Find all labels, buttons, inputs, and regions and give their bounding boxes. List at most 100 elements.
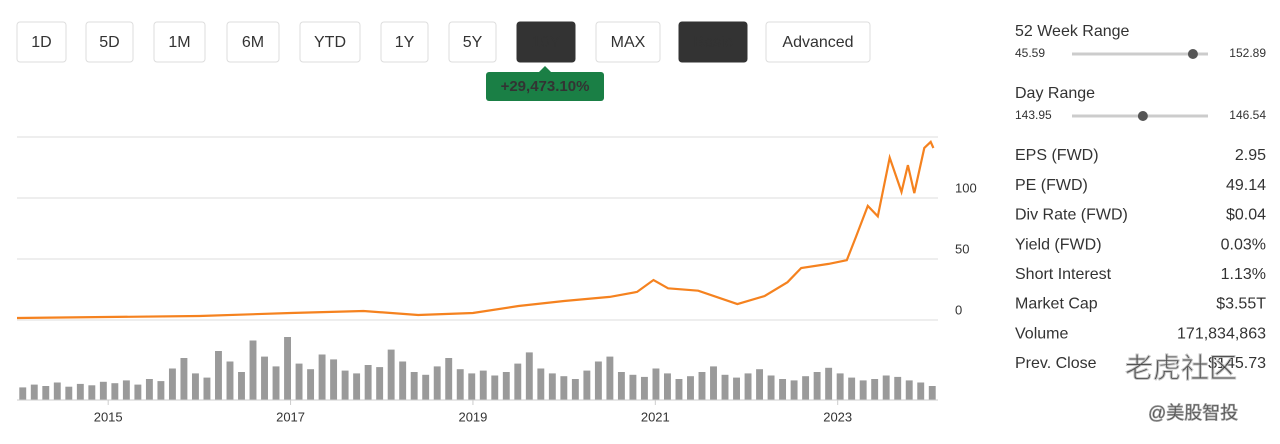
- volume-bar: [433, 366, 441, 400]
- volume-bar: [917, 382, 925, 400]
- y-tick-label: 50: [955, 241, 969, 256]
- volume-bar: [30, 384, 38, 400]
- volume-bar: [191, 373, 199, 400]
- volume-bar: [802, 376, 810, 400]
- range-button[interactable]: [153, 21, 206, 63]
- volume-bar: [272, 366, 280, 400]
- range-button-label[interactable]: 6M: [242, 34, 264, 51]
- volume-bar: [721, 374, 729, 400]
- volume-bar: [675, 379, 683, 400]
- change-badge-pointer: [539, 66, 551, 72]
- volume-bar: [341, 370, 349, 400]
- range-button[interactable]: [16, 21, 67, 63]
- volume-bar: [710, 366, 717, 400]
- volume-bar: [744, 373, 752, 400]
- watermark: 老虎社区: [1125, 352, 1237, 383]
- volume-bar: [168, 368, 176, 400]
- range-button[interactable]: [595, 21, 661, 63]
- range-button-label[interactable]: 10Y: [532, 34, 561, 51]
- volume-bar: [445, 358, 453, 400]
- view-button[interactable]: [678, 21, 748, 63]
- stat-value: $3.55T: [1216, 296, 1266, 313]
- volume-bar: [318, 354, 326, 400]
- volume-bar: [606, 356, 614, 400]
- stat-label: Yield (FWD): [1015, 236, 1102, 253]
- volume-bar: [928, 386, 936, 400]
- volume-bar: [353, 373, 361, 400]
- change-badge: +29,473.10%: [501, 78, 590, 95]
- volume-bar: [813, 372, 821, 400]
- volume-bar: [203, 377, 211, 400]
- range-button[interactable]: [516, 21, 576, 63]
- stat-value: $0.04: [1226, 207, 1266, 224]
- range-button[interactable]: [299, 21, 361, 63]
- volume-bar: [468, 373, 476, 400]
- volume-bar: [502, 372, 510, 400]
- stat-label: Prev. Close: [1015, 355, 1097, 372]
- volume-bar: [617, 372, 625, 400]
- volume-bar: [111, 383, 119, 400]
- range-button-label[interactable]: YTD: [314, 34, 346, 51]
- range-button-label[interactable]: 1D: [31, 34, 51, 51]
- view-button-label[interactable]: Basic: [693, 34, 732, 51]
- volume-bar: [652, 368, 660, 400]
- x-tick-label: 2019: [458, 409, 487, 424]
- range-low: 143.95: [1015, 108, 1052, 122]
- range-marker: [1187, 49, 1198, 59]
- volume-bar: [882, 375, 890, 400]
- range-button-label[interactable]: 5D: [99, 34, 119, 51]
- view-button-label[interactable]: Advanced: [782, 34, 853, 51]
- volume-bar: [42, 386, 50, 400]
- stat-value: 0.03%: [1221, 236, 1266, 253]
- stat-value: $145.73: [1208, 355, 1266, 372]
- volume-bar: [295, 363, 303, 400]
- x-tick-label: 2023: [823, 409, 852, 424]
- volume-bar: [894, 376, 902, 400]
- range-title: 52 Week Range: [1015, 23, 1130, 40]
- volume-bar: [629, 374, 637, 400]
- volume-bar: [825, 367, 833, 400]
- volume-bar: [583, 370, 591, 400]
- volume-bar: [19, 387, 27, 400]
- range-button-label[interactable]: 5Y: [463, 34, 483, 51]
- range-button-label[interactable]: 1M: [168, 34, 190, 51]
- watermark: @美股智投: [1148, 403, 1238, 423]
- volume-bar: [537, 368, 545, 400]
- volume-bar: [422, 374, 430, 400]
- volume-bar: [514, 363, 522, 400]
- range-marker: [1137, 111, 1148, 121]
- view-button[interactable]: [765, 21, 871, 63]
- volume-bar: [836, 373, 844, 400]
- volume-bar: [330, 359, 338, 400]
- volume-bar: [399, 361, 407, 400]
- volume-bar: [859, 380, 867, 400]
- price-line: [16, 140, 935, 320]
- volume-bar: [871, 379, 879, 400]
- volume-bar: [698, 372, 706, 400]
- volume-bar: [479, 370, 487, 400]
- stat-label: Volume: [1015, 325, 1068, 342]
- volume-bar: [790, 380, 798, 400]
- volume-bar: [76, 383, 84, 400]
- volume-bar: [594, 361, 602, 400]
- stat-label: Div Rate (FWD): [1015, 207, 1128, 224]
- volume-bar: [410, 372, 418, 400]
- volume-bar: [157, 381, 165, 400]
- range-button[interactable]: [380, 21, 429, 63]
- range-button[interactable]: [226, 21, 280, 63]
- volume-bar: [238, 372, 245, 400]
- volume-bar: [88, 385, 96, 400]
- volume-bar: [180, 358, 188, 400]
- volume-bar: [687, 376, 694, 400]
- range-button[interactable]: [85, 21, 134, 63]
- x-tick-label: 2021: [641, 409, 670, 424]
- change-badge-bg: [486, 72, 604, 101]
- range-button-label[interactable]: 1Y: [395, 34, 415, 51]
- stat-value: 2.95: [1235, 147, 1266, 164]
- range-button-label[interactable]: MAX: [611, 34, 646, 51]
- volume-bar: [491, 375, 499, 400]
- volume-bar: [387, 349, 395, 400]
- stat-value: 171,834,863: [1177, 325, 1266, 342]
- range-button[interactable]: [448, 21, 497, 63]
